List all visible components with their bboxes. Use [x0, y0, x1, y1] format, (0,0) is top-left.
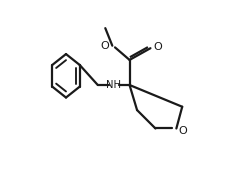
- Text: O: O: [100, 41, 109, 51]
- Text: O: O: [179, 126, 187, 136]
- Text: O: O: [154, 42, 162, 52]
- Text: NH: NH: [106, 80, 121, 90]
